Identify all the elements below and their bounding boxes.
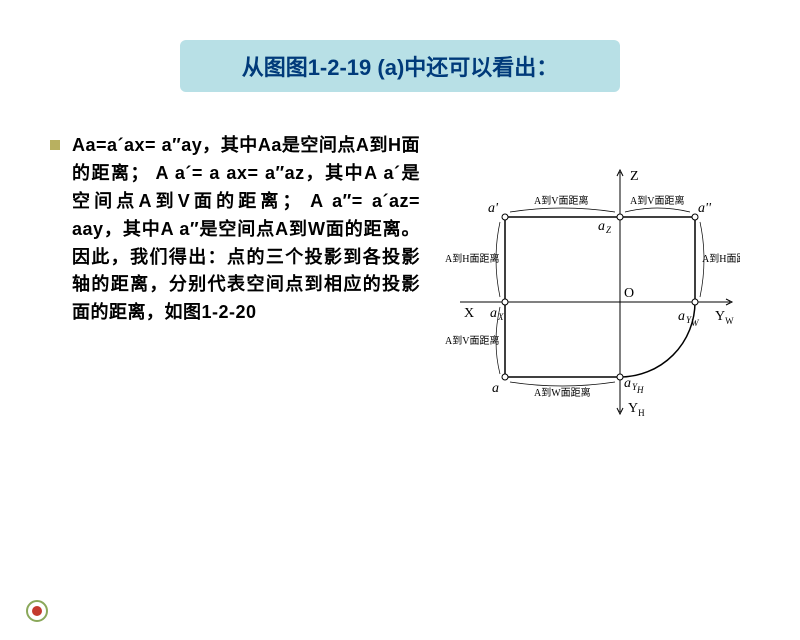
pt-ayw: aYW [678,309,700,328]
pt-ayh: aYH [624,376,644,395]
body-text: Aa=a´ax= a″ay，其中Aa是空间点A到H面的距离； A a´= a a… [72,132,420,327]
lbl-top-left: A到V面距离 [534,194,588,207]
pt-a: a [492,381,499,396]
origin-label: O [624,286,634,301]
footer-logo-icon [26,600,48,622]
right-column: Z X O YW YH a' a'' [440,132,760,427]
lbl-left-upper: A到H面距离 [445,252,499,265]
axis-yw-label: YW [715,309,734,326]
bullet-icon [50,140,60,150]
axis-z-label: Z [630,169,639,184]
lbl-top-right: A到V面距离 [630,194,684,207]
lbl-left-lower: A到V面距离 [445,334,499,347]
content-row: Aa=a´ax= a″ay，其中Aa是空间点A到H面的距离； A a´= a a… [0,132,800,427]
axis-yh-label: YH [628,401,645,418]
pt-az: aZ [598,219,612,235]
projection-diagram: Z X O YW YH a' a'' [440,162,740,422]
axis-x-label: X [464,306,474,321]
title-box: 从图图1-2-19 (a)中还可以看出： [180,40,620,92]
left-column: Aa=a´ax= a″ay，其中Aa是空间点A到H面的距离； A a´= a a… [50,132,420,327]
lbl-bottom: A到W面距离 [534,386,591,399]
pt-a-dprime: a'' [698,201,712,216]
lbl-right: A到H面距离 [702,252,740,265]
slide-title: 从图图1-2-19 (a)中还可以看出： [242,55,559,80]
pt-a-prime: a' [488,201,499,216]
pt-ax: aX [490,306,504,322]
